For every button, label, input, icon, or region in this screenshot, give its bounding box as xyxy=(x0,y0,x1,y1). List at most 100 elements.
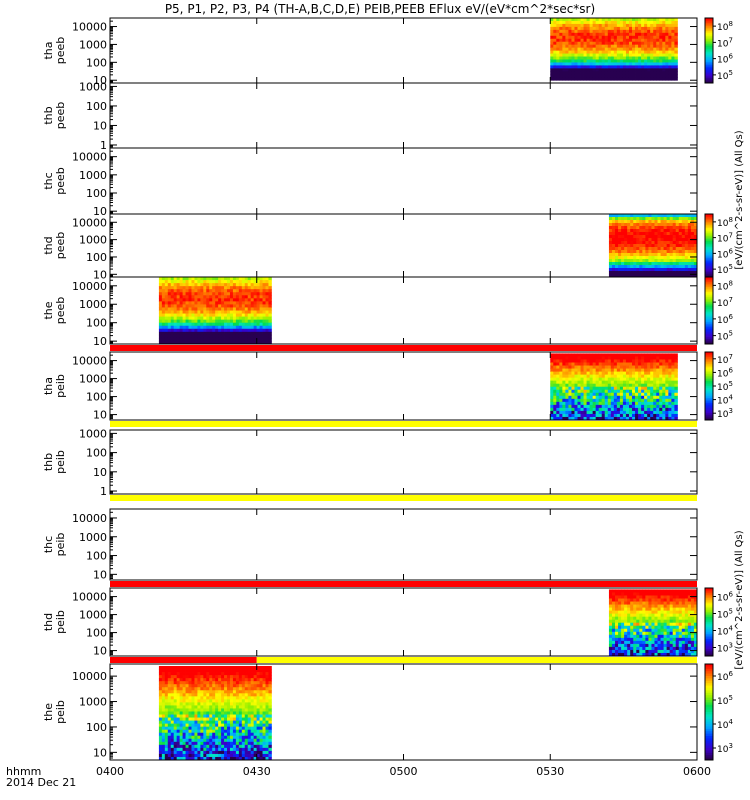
y-tick-label-7-1: 100 xyxy=(86,550,107,563)
colorbar-tick-label: 106 xyxy=(717,670,733,683)
y-tick-label-0-3: 10000 xyxy=(72,21,107,34)
x-tick-label-2: 0500 xyxy=(390,765,418,778)
spectrogram-data-4-0 xyxy=(158,277,272,345)
y-tick-label-8-1: 100 xyxy=(86,627,107,640)
y-tick-label-6-3: 1000 xyxy=(79,427,107,440)
colorbar-9: 103 104 105 106 xyxy=(704,663,733,761)
y-tick-label-7-0: 10 xyxy=(93,568,107,581)
panel-frame-1 xyxy=(109,82,698,149)
colorbar-unit-label-peeb: [eV/(cm^2-s-sr-eV)] (All Qs) xyxy=(734,130,745,269)
panel-1: 1 10 100 1000 thb peeb xyxy=(42,80,698,152)
status-bar-7-0 xyxy=(110,581,697,587)
y-tick-label-1-2: 100 xyxy=(86,100,107,113)
colorbar-tick-label: 104 xyxy=(717,394,733,407)
colorbar-tick-label: 107 xyxy=(717,296,733,309)
time-axis-label: hhmm xyxy=(6,765,41,778)
panel-ylabel-probe-8: thd xyxy=(42,613,55,631)
colorbar-tick-label: 107 xyxy=(717,36,733,49)
y-tick-label-9-1: 100 xyxy=(86,721,107,734)
y-tick-label-1-0: 1 xyxy=(100,139,107,152)
colorbar-8: 103 104 105 106 xyxy=(704,587,733,657)
date-label: 2014 Dec 21 xyxy=(6,776,76,789)
panel-ylabel-product-6: peib xyxy=(54,450,67,474)
panel-3: 10 100 1000 10000 thd peeb 105 106 107 108 xyxy=(42,213,733,281)
y-tick-label-8-3: 10000 xyxy=(72,591,107,604)
panel-ylabel-product-9: peib xyxy=(54,700,67,724)
y-tick-label-5-0: 10 xyxy=(93,409,107,422)
panel-8: 10 100 1000 10000 thd peib 103 104 105 106 xyxy=(42,587,733,663)
y-tick-label-7-2: 1000 xyxy=(79,531,107,544)
panel-4: 10 100 1000 10000 the peeb 105 106 107 108 xyxy=(42,276,733,351)
panel-ylabel-probe-0: tha xyxy=(42,41,55,59)
panel-7: 10 100 1000 10000 thc peib xyxy=(42,508,698,587)
colorbar-tick-label: 103 xyxy=(717,407,733,420)
colorbar-tick-label: 108 xyxy=(717,279,733,292)
panel-frame-7 xyxy=(109,508,698,581)
y-tick-label-8-0: 10 xyxy=(93,645,107,658)
panel-frame-6 xyxy=(109,429,698,495)
y-tick-label-4-1: 100 xyxy=(86,317,107,330)
y-tick-label-0-1: 100 xyxy=(86,56,107,69)
panel-ylabel-probe-4: the xyxy=(42,301,55,319)
colorbar-0: 105 106 107 108 xyxy=(704,17,733,84)
colorbar-tick-label: 105 xyxy=(717,69,733,82)
status-bar-8-0 xyxy=(110,657,257,663)
panel-ylabel-product-5: peib xyxy=(54,374,67,398)
x-tick-label-1: 0430 xyxy=(243,765,271,778)
colorbar-tick-label: 107 xyxy=(717,232,733,245)
x-tick-label-3: 0530 xyxy=(536,765,564,778)
colorbar-tick-label: 103 xyxy=(717,642,733,655)
y-tick-label-7-3: 10000 xyxy=(72,512,107,525)
y-tick-label-3-1: 100 xyxy=(86,251,107,264)
colorbar-tick-label: 106 xyxy=(717,53,733,66)
colorbar-unit-label-peib: [eV/(cm^2-s-sr-eV)] (All Qs) xyxy=(734,530,745,669)
colorbar-tick-label: 103 xyxy=(717,742,733,755)
panel-ylabel-probe-1: thb xyxy=(42,106,55,124)
y-tick-label-2-0: 10 xyxy=(93,205,107,218)
panel-frame-2 xyxy=(109,147,698,215)
colorbar-tick-label: 105 xyxy=(717,330,733,343)
panel-ylabel-product-0: peeb xyxy=(54,37,67,65)
y-tick-label-5-2: 1000 xyxy=(79,373,107,386)
y-tick-label-2-3: 10000 xyxy=(72,151,107,164)
y-tick-label-3-2: 1000 xyxy=(79,234,107,247)
y-tick-label-5-1: 100 xyxy=(86,391,107,404)
y-tick-label-6-2: 100 xyxy=(86,447,107,460)
spectrogram-data-0-0 xyxy=(550,18,678,81)
y-tick-label-9-2: 1000 xyxy=(79,696,107,709)
y-tick-label-0-2: 1000 xyxy=(79,38,107,51)
panel-ylabel-product-3: peeb xyxy=(54,232,67,260)
panel-ylabel-probe-3: thd xyxy=(42,236,55,254)
panel-ylabel-probe-7: thc xyxy=(42,536,55,553)
y-tick-label-4-3: 10000 xyxy=(72,280,107,293)
panel-ylabel-probe-5: tha xyxy=(42,377,55,395)
y-tick-label-2-1: 100 xyxy=(86,187,107,200)
y-tick-label-3-0: 10 xyxy=(93,268,107,281)
status-bar-5-0 xyxy=(110,421,697,427)
y-tick-label-9-0: 10 xyxy=(93,746,107,759)
colorbar-4: 105 106 107 108 xyxy=(704,276,733,345)
colorbar-tick-label: 104 xyxy=(717,718,733,731)
x-tick-label-4: 0600 xyxy=(683,765,711,778)
colorbar-tick-label: 106 xyxy=(717,313,733,326)
x-tick-label-0: 0400 xyxy=(96,765,124,778)
colorbar-tick-label: 105 xyxy=(717,380,733,393)
panel-ylabel-product-4: peeb xyxy=(54,297,67,325)
spectrogram-data-3-0 xyxy=(608,214,698,278)
status-bar-4-0 xyxy=(110,345,697,351)
spectrogram-data-9-0 xyxy=(158,666,272,761)
panel-ylabel-product-7: peib xyxy=(54,533,67,557)
y-tick-label-2-2: 1000 xyxy=(79,169,107,182)
colorbar-tick-label: 105 xyxy=(717,694,733,707)
colorbar-tick-label: 104 xyxy=(717,625,733,638)
status-bar-6-0 xyxy=(110,495,697,501)
colorbar-tick-label: 105 xyxy=(717,608,733,621)
panel-ylabel-probe-6: thb xyxy=(42,453,55,471)
panel-ylabel-probe-2: thc xyxy=(42,172,55,189)
y-tick-label-5-3: 10000 xyxy=(72,355,107,368)
time-axis: 0400 0430 0500 0530 0600 xyxy=(96,18,711,778)
y-tick-label-0-0: 10 xyxy=(93,74,107,87)
